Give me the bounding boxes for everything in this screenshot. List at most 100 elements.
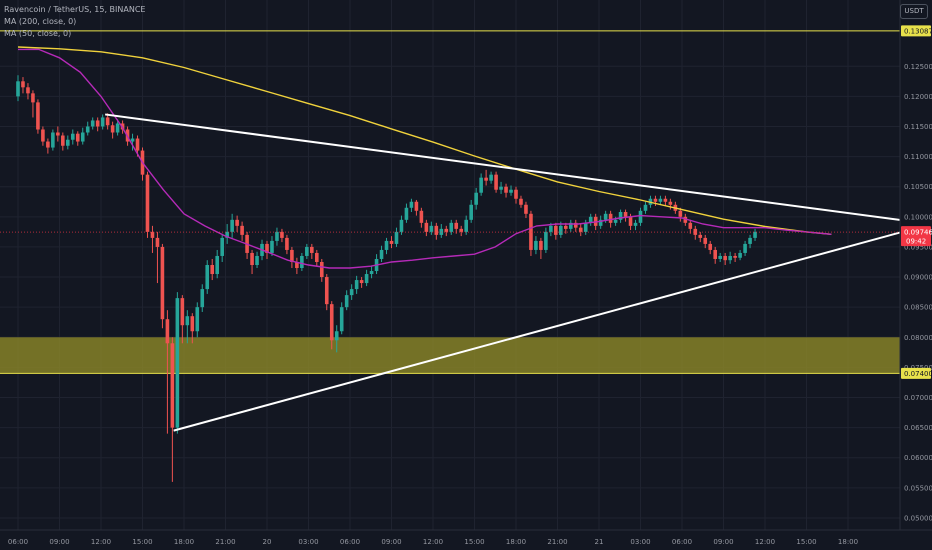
time-tick-label: 21 xyxy=(595,538,604,546)
candle-body xyxy=(275,231,279,241)
candle-body xyxy=(349,289,354,296)
candle-body xyxy=(319,261,324,278)
candle-down xyxy=(554,222,558,240)
trendlines[interactable] xyxy=(105,113,932,432)
candle-down xyxy=(210,258,215,281)
price-tick-label: 0.10000 xyxy=(904,213,932,221)
time-tick-label: 21:00 xyxy=(547,538,567,546)
candle-body xyxy=(479,177,483,193)
currency-button[interactable]: USDT xyxy=(900,4,928,19)
candle-down xyxy=(105,113,110,130)
candle-body xyxy=(668,201,673,205)
candle-down xyxy=(295,257,299,275)
time-tick-label: 09:00 xyxy=(713,538,733,546)
candle-body xyxy=(748,237,752,244)
time-tick-label: 18:00 xyxy=(506,538,526,546)
candle-body xyxy=(250,252,254,265)
candle-body xyxy=(110,125,115,133)
candle-down xyxy=(539,237,543,259)
candle-up xyxy=(479,173,483,196)
price-tick-label: 0.12000 xyxy=(904,93,932,101)
candle-body xyxy=(265,243,269,253)
candle-up xyxy=(200,284,205,312)
upper-trendline xyxy=(105,113,932,226)
candle-body xyxy=(364,274,369,284)
candle-body xyxy=(698,234,703,238)
candle-down xyxy=(46,138,50,154)
candle-body xyxy=(658,198,663,202)
candle-body xyxy=(663,198,668,202)
candle-down xyxy=(265,240,269,259)
time-tick-label: 09:00 xyxy=(381,538,401,546)
candle-body xyxy=(603,213,608,220)
symbol-title[interactable]: Ravencoin / TetherUS, 15, BINANCE xyxy=(4,5,146,14)
candle-body xyxy=(583,222,588,232)
candle-up xyxy=(509,185,513,196)
resistance-price-tag: 0.13087 xyxy=(904,27,932,35)
candle-body xyxy=(608,213,613,223)
time-tick-label: 12:00 xyxy=(755,538,775,546)
candle-body xyxy=(414,201,419,211)
candle-up xyxy=(225,224,229,244)
candle-up xyxy=(300,252,304,272)
candle-body xyxy=(409,201,414,208)
resistance-price-tag-box xyxy=(901,25,931,37)
price-tick-label: 0.10500 xyxy=(904,183,932,191)
candle-body xyxy=(66,139,70,146)
candle-down xyxy=(519,195,523,208)
candle-body xyxy=(643,204,648,211)
candle-up xyxy=(275,227,279,246)
candle-body xyxy=(384,240,389,250)
candle-body xyxy=(474,192,478,205)
candle-body xyxy=(210,265,215,275)
ma50-legend[interactable]: MA (50, close, 0) xyxy=(4,29,72,38)
candle-up xyxy=(16,75,20,102)
candle-body xyxy=(200,289,205,308)
time-tick-label: 15:00 xyxy=(132,538,152,546)
candle-up xyxy=(364,269,369,287)
time-axis[interactable]: 06:00 09:00 12:00 15:00 18:00 21:00 20 03:00 06:… xyxy=(0,529,932,550)
candle-body xyxy=(215,255,219,275)
candle-body xyxy=(195,307,200,332)
time-tick-label: 12:00 xyxy=(423,538,443,546)
candle-body xyxy=(315,252,319,262)
candle-body xyxy=(170,343,175,428)
candle-body xyxy=(270,240,274,253)
candle-down xyxy=(290,246,294,269)
candle-body xyxy=(85,126,90,133)
time-tick-label: 09:00 xyxy=(49,538,69,546)
candle-down xyxy=(514,186,518,204)
ma50-line xyxy=(18,48,832,269)
candle-body xyxy=(708,243,713,250)
candle-body xyxy=(454,222,459,229)
candle-body xyxy=(180,298,185,326)
candle-down xyxy=(663,195,668,206)
candle-down xyxy=(683,213,688,226)
candle-body xyxy=(46,141,50,148)
candle-body xyxy=(354,280,359,290)
candle-body xyxy=(185,316,190,326)
candle-up xyxy=(354,275,359,294)
candle-up xyxy=(85,121,90,136)
candle-body xyxy=(290,249,294,262)
price-axis-background xyxy=(900,0,932,530)
candle-up xyxy=(66,135,70,150)
candle-body xyxy=(653,198,658,202)
candle-body xyxy=(419,210,424,223)
candle-down xyxy=(315,249,319,267)
candle-down xyxy=(419,207,424,228)
candle-body xyxy=(379,249,384,259)
candle-up xyxy=(638,207,643,226)
candle-body xyxy=(324,277,329,305)
candle-body xyxy=(95,120,100,127)
candle-body xyxy=(688,222,693,229)
candle-body xyxy=(369,271,374,275)
candle-down xyxy=(703,234,708,249)
price-axis[interactable]: 0.05000 0.05500 0.06000 0.06500 0.07000 0.075… xyxy=(899,0,932,530)
ma200-legend[interactable]: MA (200, close, 0) xyxy=(4,17,77,26)
candle-body xyxy=(105,117,110,126)
candle-body xyxy=(175,298,180,428)
candle-down xyxy=(688,219,693,234)
candle-body xyxy=(638,210,643,223)
